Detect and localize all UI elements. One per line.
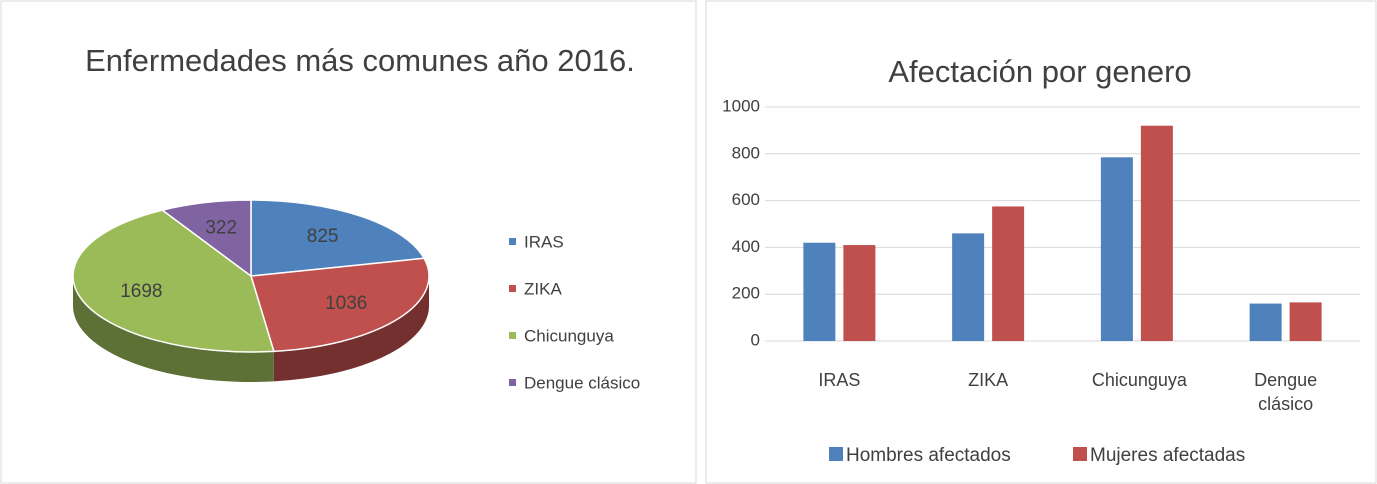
bar (1289, 302, 1322, 341)
legend-swatch (1073, 447, 1087, 461)
x-tick-label: Dengue clásico (1254, 370, 1318, 414)
data-label: 1036 (325, 293, 367, 314)
bar (952, 233, 985, 341)
legend-label: Hombres afectados (846, 445, 1011, 466)
legend-swatch (509, 285, 516, 292)
pie-title: Enfermedades más comunes año 2016. (85, 43, 635, 78)
y-tick-label: 0 (751, 330, 760, 349)
legend-label: Chicunguya (524, 326, 614, 345)
legend-swatch (509, 238, 516, 245)
y-tick-label: 400 (732, 237, 760, 256)
legend-swatch (829, 447, 843, 461)
pie-slice (72, 209, 275, 353)
legend-label: Dengue clásico (524, 373, 640, 392)
pie-slice (250, 199, 426, 277)
bar (843, 245, 876, 341)
legend-swatch (509, 379, 516, 386)
bar (992, 206, 1025, 341)
data-label: 322 (205, 217, 237, 238)
x-tick-label: IRAS (818, 370, 861, 390)
bar (1249, 303, 1282, 341)
bar (803, 242, 836, 341)
y-tick-label: 200 (732, 284, 760, 303)
right-panel (705, 0, 1377, 484)
data-label: 825 (307, 226, 339, 247)
x-tick-label: ZIKA (968, 370, 1009, 390)
y-tick-label: 600 (732, 190, 760, 209)
data-label: 1698 (120, 281, 162, 302)
pie-slice (250, 257, 430, 353)
legend-swatch (509, 332, 516, 339)
legend-label: IRAS (524, 232, 564, 251)
bar (1100, 157, 1133, 341)
pie-side (73, 276, 274, 383)
y-tick-label: 800 (732, 143, 760, 162)
legend-label: Mujeres afectadas (1090, 445, 1245, 466)
pie-side (273, 276, 429, 382)
y-tick-label: 1000 (722, 96, 760, 115)
bar-title: Afectación por genero (888, 54, 1192, 89)
pie-slice (160, 199, 252, 278)
legend-label: ZIKA (524, 279, 562, 298)
bar (1140, 125, 1173, 341)
x-tick-label: Chicunguya (1091, 370, 1187, 390)
